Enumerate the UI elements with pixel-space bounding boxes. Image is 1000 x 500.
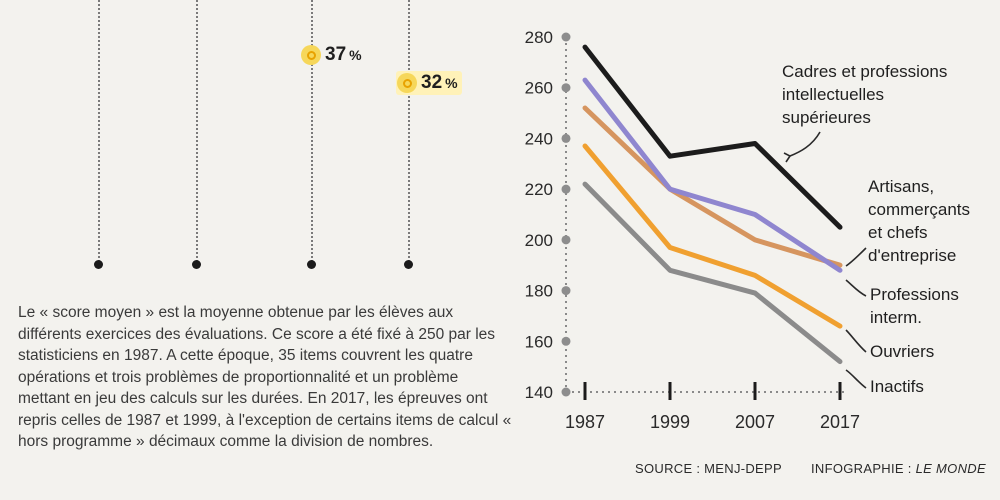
percent-value: 37 <box>325 44 347 65</box>
timeline-dot-1 <box>94 260 103 269</box>
credit-label: INFOGRAPHIE : <box>811 461 916 476</box>
y-tick-dot <box>561 83 571 93</box>
series-label: et chefs <box>868 223 928 242</box>
series-line <box>582 105 843 268</box>
y-tick-dot <box>561 336 571 346</box>
series-label: d'entreprise <box>868 246 956 265</box>
y-tick-dot <box>561 133 571 143</box>
leader-arrow <box>845 369 867 389</box>
y-tick-dot <box>561 32 571 42</box>
y-tick-dot <box>561 286 571 296</box>
y-tick-label: 220 <box>525 180 553 199</box>
series-label: Inactifs <box>870 377 924 396</box>
percent-marker-32: 32 % <box>396 71 462 95</box>
series-label: commerçants <box>868 200 970 219</box>
series-line <box>582 181 843 365</box>
x-tick-label: 1987 <box>565 412 605 432</box>
y-tick-label: 240 <box>525 129 553 148</box>
y-tick-dot <box>561 387 571 397</box>
series-label: Ouvriers <box>870 342 934 361</box>
leader-arrow <box>845 279 867 297</box>
target-icon <box>397 73 417 93</box>
percent-marker-37: 37 % <box>301 44 362 66</box>
series-line <box>582 143 843 329</box>
percent-value: 32 <box>421 72 443 93</box>
description-text: Le « score moyen » est la moyenne obtenu… <box>18 304 512 450</box>
x-tick-label: 1999 <box>650 412 690 432</box>
timeline-line-2 <box>196 0 198 262</box>
percent-unit: % <box>445 75 458 91</box>
series-label: Cadres et professions <box>782 62 947 81</box>
arrow-head <box>783 152 792 163</box>
timeline-line-4 <box>408 0 410 262</box>
timeline-line-3 <box>311 0 313 262</box>
series-label: Artisans, <box>868 177 934 196</box>
series-label: interm. <box>870 308 922 327</box>
percent-unit: % <box>349 47 362 63</box>
x-tick-label: 2007 <box>735 412 775 432</box>
y-tick-label: 160 <box>525 332 553 351</box>
leader-arrow <box>789 131 821 157</box>
y-tick-dot <box>561 184 571 194</box>
y-tick-label: 260 <box>525 79 553 98</box>
leader-arrow <box>845 247 867 267</box>
series-label: supérieures <box>782 108 871 127</box>
series-label: intellectuelles <box>782 85 884 104</box>
series-line <box>582 44 843 230</box>
target-icon <box>301 45 321 65</box>
source-note: SOURCE : MENJ-DEPP <box>635 461 782 476</box>
credit-name: LE MONDE <box>915 461 986 476</box>
credit-note: INFOGRAPHIE : LE MONDE <box>811 461 986 476</box>
y-tick-label: 140 <box>525 383 553 402</box>
series-line <box>582 77 843 273</box>
y-tick-label: 280 <box>525 28 553 47</box>
timeline-line-1 <box>98 0 100 262</box>
y-tick-label: 200 <box>525 231 553 250</box>
timeline-dot-3 <box>307 260 316 269</box>
timeline-dot-4 <box>404 260 413 269</box>
y-tick-dot <box>561 235 571 245</box>
leader-arrow <box>845 329 867 353</box>
timeline-dot-2 <box>192 260 201 269</box>
series-label: Professions <box>870 285 959 304</box>
x-tick-label: 2017 <box>820 412 860 432</box>
y-tick-label: 180 <box>525 282 553 301</box>
